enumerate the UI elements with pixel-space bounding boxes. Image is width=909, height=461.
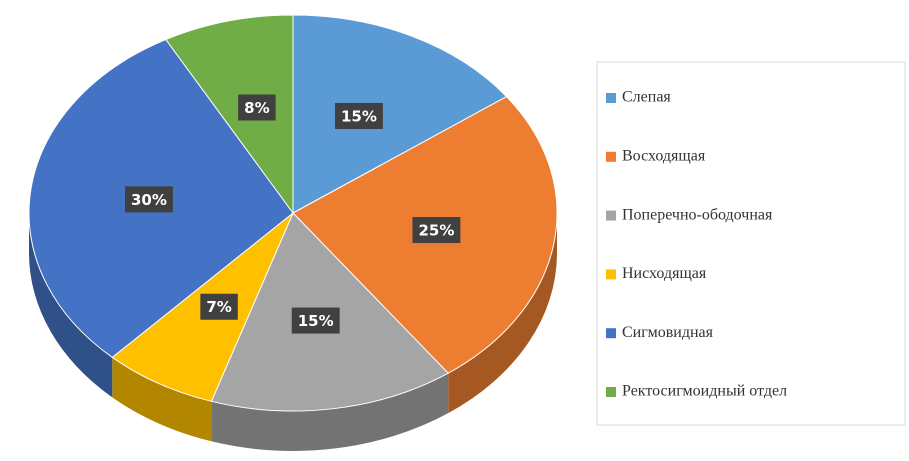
legend-swatch [606,151,616,162]
slice-side [448,213,557,414]
data-label: 25% [418,222,454,240]
data-label: 30% [131,191,167,209]
legend-label: Ректосигмоидный отдел [622,383,787,400]
legend-swatch [606,210,616,221]
legend-swatch [606,93,616,103]
legend-label: Восходящая [622,147,706,164]
slice-side [211,373,449,451]
slice-side [29,213,113,398]
slice-side [112,357,212,442]
data-label: 7% [206,298,231,316]
legend-label: Нисходящая [622,265,707,282]
data-label-box [200,293,238,320]
data-label: 15% [341,107,377,125]
data-label-box [412,217,461,244]
slice [292,14,508,214]
legend-label: Сигмовидная [622,324,714,341]
legend-label: Слепая [622,89,671,106]
legend-label: Поперечно-ободочная [622,206,773,223]
data-label: 15% [298,312,334,330]
data-label: 8% [244,99,269,117]
data-label-box [334,102,383,129]
legend-swatch [606,328,616,339]
legend-box [596,61,906,426]
data-label-box [291,307,340,334]
data-label-box [124,186,173,213]
legend-swatch [606,269,616,280]
legend-swatch [606,387,616,397]
data-label-box [238,94,276,121]
slice [165,14,294,215]
